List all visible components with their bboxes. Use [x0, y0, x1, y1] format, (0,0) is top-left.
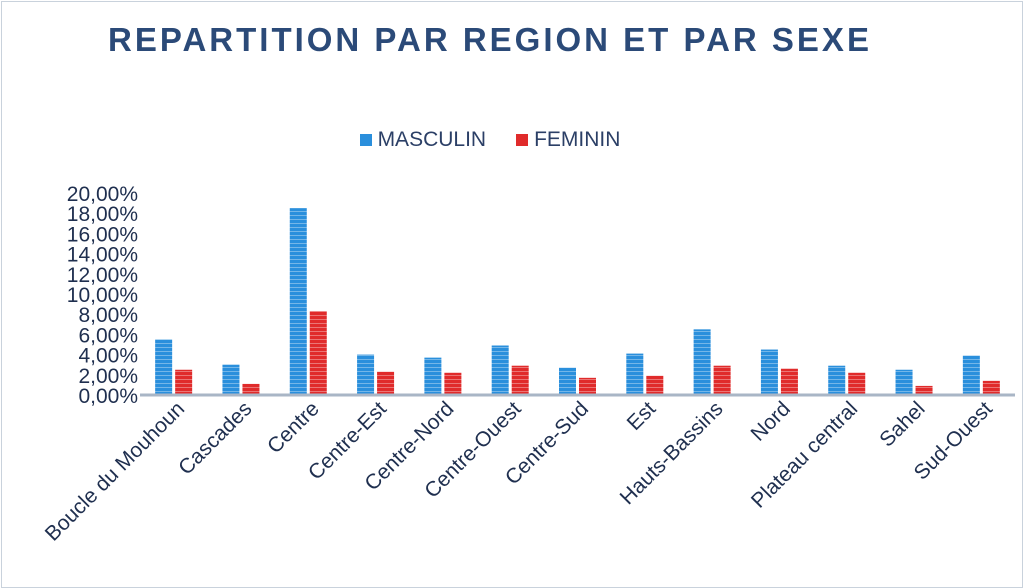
y-tick-label: 12,00% [67, 264, 138, 287]
legend-item-feminin: FEMININ [516, 128, 620, 152]
legend-item-masculin: MASCULIN [359, 128, 487, 152]
legend-swatch-feminin [516, 134, 529, 146]
bar-feminin [915, 385, 933, 395]
bar-feminin [780, 368, 798, 395]
bar-masculin [626, 353, 644, 395]
y-tick-label: 14,00% [67, 244, 138, 267]
bar-masculin [357, 354, 375, 395]
bar-masculin [693, 329, 711, 395]
legend-label-masculin: MASCULIN [377, 128, 487, 151]
y-tick-label: 18,00% [67, 203, 138, 226]
bar-feminin [713, 365, 731, 395]
bar-feminin [848, 372, 866, 395]
bar-feminin [309, 311, 327, 395]
y-tick-label: 20,00% [67, 183, 138, 206]
y-tick-label: 2,00% [78, 365, 138, 388]
bar-feminin [175, 369, 193, 395]
y-tick-label: 0,00% [78, 385, 138, 408]
x-tick-label: Boucle du Mouhoun [41, 397, 189, 545]
x-tick-label: Centre [263, 397, 324, 458]
legend-label-feminin: FEMININ [534, 128, 621, 151]
y-tick-label: 10,00% [67, 284, 138, 307]
bar-feminin [579, 377, 596, 395]
bar-feminin [377, 371, 395, 395]
bar-masculin [491, 345, 509, 395]
y-tick-label: 4,00% [78, 345, 138, 368]
chart-legend: MASCULIN FEMININ [0, 128, 980, 152]
y-tick-label: 8,00% [78, 304, 138, 327]
bar-feminin [511, 365, 529, 395]
y-tick-label: 6,00% [78, 324, 138, 347]
chart-title: REPARTITION PAR REGION ET PAR SEXE [108, 21, 872, 58]
bar-masculin [222, 364, 240, 395]
bar-masculin [424, 357, 442, 395]
bar-masculin [962, 355, 980, 395]
y-tick-label: 16,00% [67, 223, 138, 246]
bar-feminin [982, 380, 1000, 395]
bar-masculin [289, 208, 307, 395]
x-tick-label: Sahel [875, 397, 929, 451]
bar-masculin [895, 369, 913, 395]
bar-masculin [559, 367, 576, 395]
bar-feminin [646, 375, 664, 395]
bar-feminin [444, 372, 462, 395]
x-tick-label: Est [623, 397, 661, 435]
bar-masculin [828, 365, 846, 395]
legend-swatch-masculin [359, 134, 372, 146]
x-tick-label: Cascades [174, 397, 256, 479]
x-tick-label: Nord [746, 397, 794, 445]
bar-feminin [242, 383, 260, 395]
bar-masculin [155, 339, 173, 395]
bar-masculin [760, 349, 778, 395]
